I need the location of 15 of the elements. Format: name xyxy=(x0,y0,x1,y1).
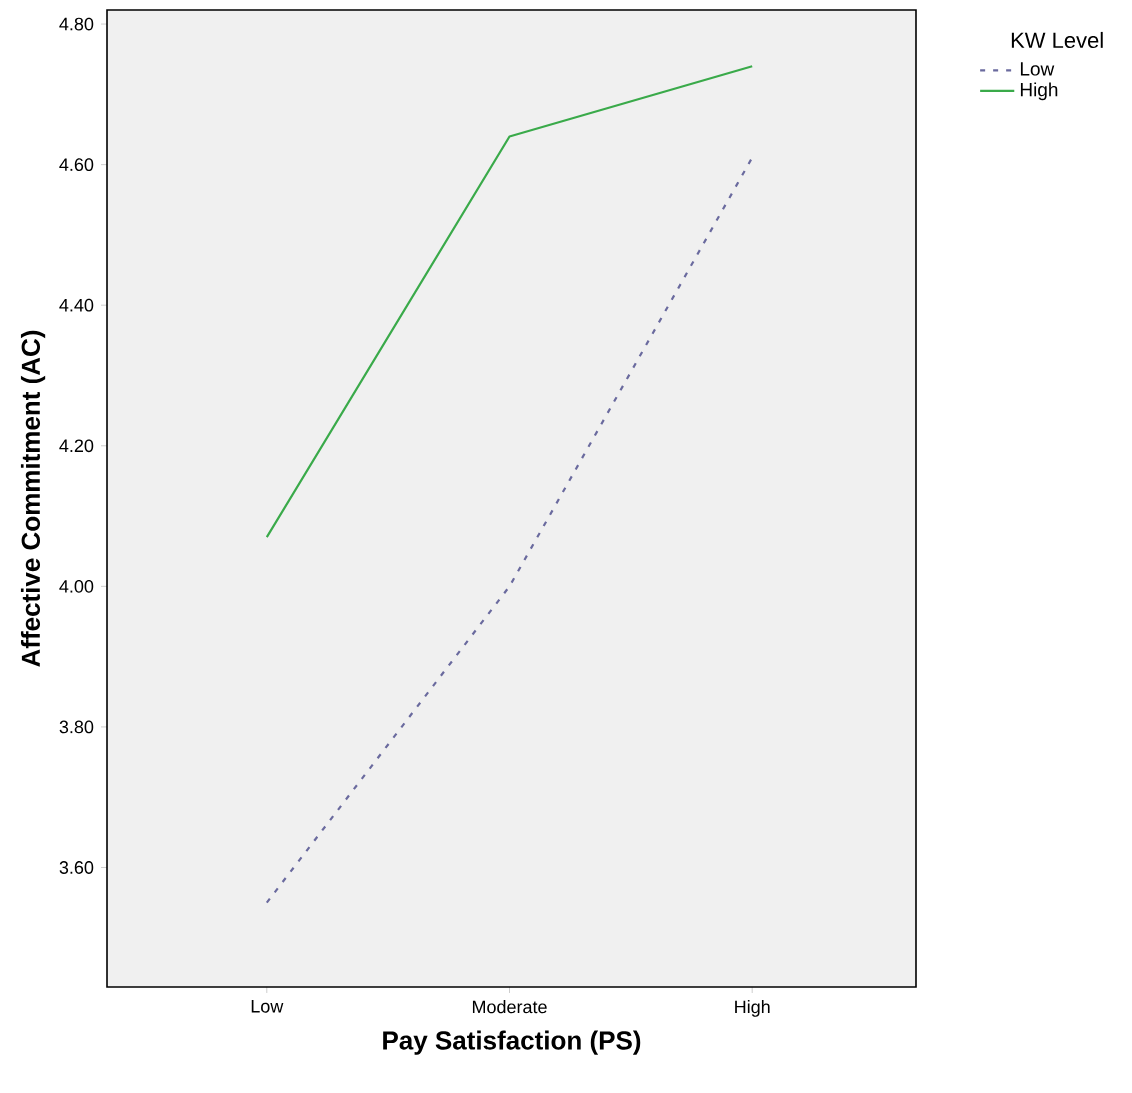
x-axis-title: Pay Satisfaction (PS) xyxy=(383,1030,641,1055)
x-tick-label: Moderate xyxy=(472,1000,547,1014)
legend-label: Low xyxy=(1020,62,1055,76)
y-axis-title: Affective Commitment (AC) xyxy=(20,330,46,667)
y-tick-label: 4.40 xyxy=(59,298,94,312)
y-tick-label: 4.60 xyxy=(59,158,94,172)
y-tick-label: 4.20 xyxy=(59,439,94,453)
x-tick-label: Low xyxy=(251,1000,284,1013)
y-tick-label: 4.80 xyxy=(59,17,94,31)
legend-title: KW Level xyxy=(1011,31,1103,49)
y-tick-label: 3.80 xyxy=(59,720,94,734)
legend-label: High xyxy=(1020,82,1058,101)
x-tick-label: High xyxy=(735,1000,770,1017)
y-tick-label: 4.00 xyxy=(59,579,94,593)
y-tick-label: 3.60 xyxy=(59,861,94,874)
